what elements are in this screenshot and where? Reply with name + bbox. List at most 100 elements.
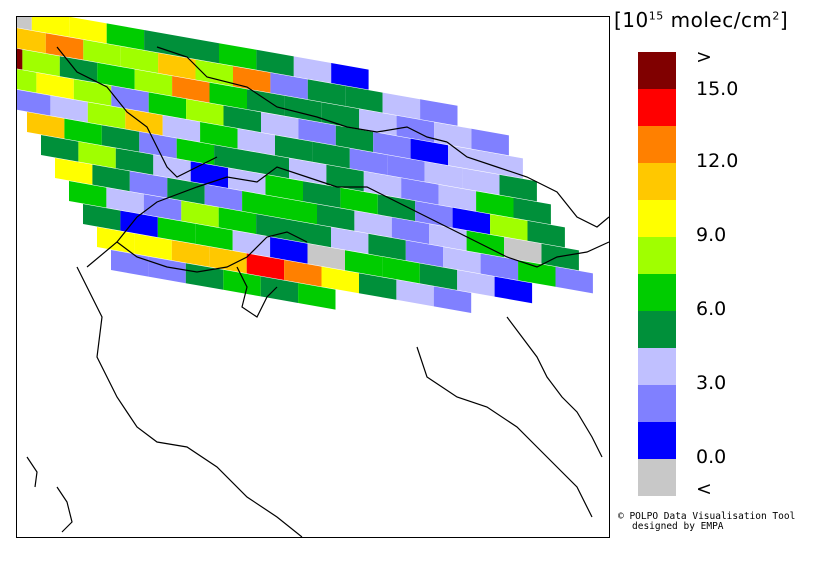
satellite-swath-pixels [17,17,593,313]
swath-pixel [298,283,336,310]
swath-pixel [541,243,579,271]
legend-swatch [638,422,676,459]
swath-pixel [27,112,65,139]
swath-pixel [83,39,121,67]
swath-pixel [148,256,186,284]
swath-pixel [340,187,378,215]
swath-pixel [237,128,275,156]
swath-pixel [92,164,130,192]
swath-pixel [218,207,257,234]
swath-pixel [209,246,247,274]
swath-pixel [457,270,495,297]
legend-swatch [638,163,676,200]
unit-label: [1015 molec/cm2] [614,8,788,32]
swath-pixel [289,158,327,185]
swath-pixel [433,286,472,313]
swath-pixel [448,145,486,172]
swath-pixel [396,279,434,307]
map-panel [16,16,610,538]
coastline-borders [26,46,609,537]
italy-coastline [76,266,303,537]
swath-pixel [401,178,439,205]
swath-pixel [373,132,411,159]
swath-pixel [17,89,51,116]
swath-pixel [223,269,261,297]
swath-pixel [335,125,374,152]
austria-border [446,141,609,228]
swath-pixel [382,256,420,284]
swath-pixel [190,161,229,188]
alps-border [86,166,609,268]
legend-swatch [638,274,676,311]
swath-pixel [499,174,537,202]
italy-east-coast [416,346,593,518]
swath-pixel [17,48,23,70]
swath-pixel [172,76,210,103]
swath-pixel [359,273,397,300]
legend-label-under: < [696,478,712,500]
swath-pixel [195,223,233,251]
swath-pixel [419,263,458,290]
swath-pixel [219,43,257,70]
swath-pixel [106,187,144,215]
swath-pixel [185,263,224,290]
swath-pixel [83,204,121,231]
swath-pixel [158,53,196,80]
swath-pixel [415,201,453,228]
swath-pixel [490,214,528,241]
swath-pixel [382,92,421,120]
legend-swatch [638,126,676,163]
swath-pixel [45,33,84,60]
swath-pixel [247,89,285,116]
swath-pixel [485,151,523,179]
unit-suffix-exponent: 2 [772,9,780,23]
legend-swatch [638,311,676,348]
swath-pixel [17,17,32,31]
swath-pixel [106,23,145,50]
swath-pixel [317,204,355,231]
swath-pixel [64,118,102,146]
sardinia-hint [56,486,73,533]
swath-pixel [242,191,280,218]
unit-suffix: molec/cm [663,8,773,32]
legend-swatch [638,348,676,385]
swath-pixel [31,17,70,37]
swath-pixel [246,253,285,280]
swath-pixel [279,197,317,225]
swath-pixel [181,36,219,64]
swath-pixel [349,148,388,175]
swath-pixel [251,151,289,179]
legend-label: 0.0 [696,446,727,468]
credit-line-1: © POLPO Data Visualisation Tool [618,511,796,522]
corsica-hint [26,456,38,488]
legend-swatch [638,385,676,422]
unit-close: ] [779,8,789,32]
swath-pixel [326,164,364,192]
swath-pixel [171,240,210,267]
map-canvas [17,17,609,537]
swath-pixel [181,200,219,228]
switzerland-border [116,231,308,273]
swath-pixel [443,247,481,274]
legend-label: 3.0 [696,372,727,394]
swath-pixel [363,171,402,198]
swath-pixel [261,112,299,139]
swath-pixel [157,217,196,244]
swath-pixel [504,237,542,264]
legend-label: 6.0 [696,298,727,320]
legend-swatch [638,52,676,89]
swath-pixel [144,30,182,57]
swath-pixel [438,184,477,212]
swath-pixel [256,49,294,77]
swath-pixel [232,230,271,257]
legend-swatch [638,237,676,274]
swath-pixel [518,260,556,287]
swath-pixel [265,174,303,202]
swath-pixel [275,135,313,162]
slovenia-croatia-coast [506,316,603,458]
swath-pixel [143,194,182,221]
swath-pixel [494,276,533,304]
swath-pixel [256,214,294,241]
swath-pixel [204,184,243,211]
swath-pixel [345,86,383,113]
